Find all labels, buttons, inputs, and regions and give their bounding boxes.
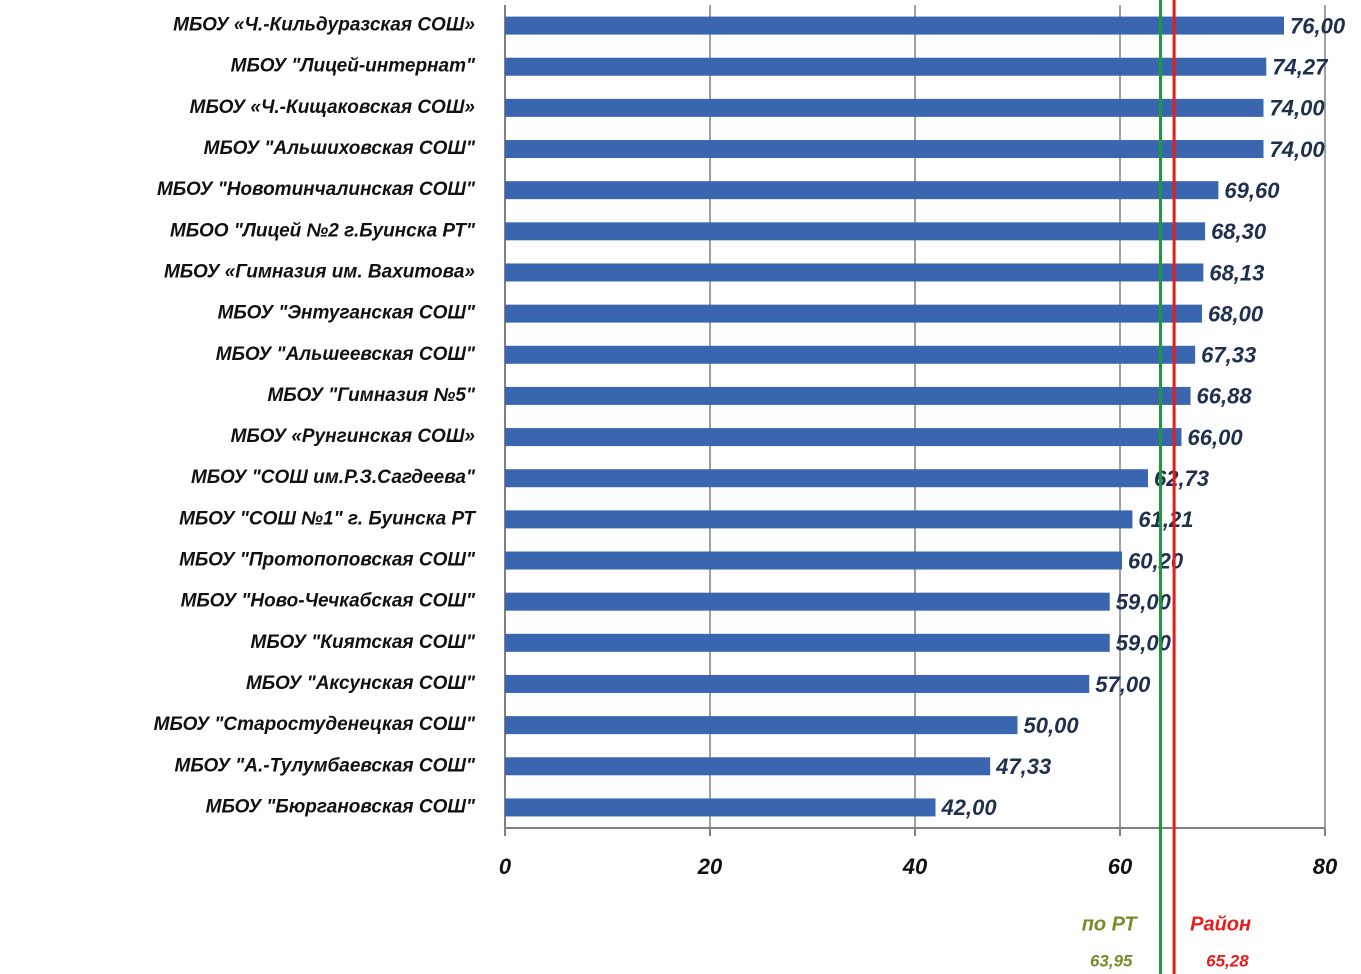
y-tick-label: МБОУ «Ч.-Кищаковская СОШ» xyxy=(190,97,475,118)
value-label: 74,00 xyxy=(1270,96,1326,121)
bar xyxy=(505,592,1110,611)
value-label: 66,88 xyxy=(1197,384,1253,409)
bar xyxy=(505,98,1264,117)
bar xyxy=(505,140,1264,159)
bar xyxy=(505,716,1018,735)
bar xyxy=(505,428,1182,447)
value-label: 76,00 xyxy=(1290,13,1346,38)
y-tick-label: МБОУ "СОШ №1" г. Буинска РТ xyxy=(179,508,476,529)
value-label: 74,27 xyxy=(1272,55,1329,80)
y-tick-label: МБОУ "Аксунская СОШ" xyxy=(246,673,476,694)
x-tick-label: 40 xyxy=(902,854,928,879)
y-tick-label: МБОУ "Новотинчалинская СОШ" xyxy=(157,179,476,200)
x-tick-label: 60 xyxy=(1108,854,1133,879)
value-label: 62,73 xyxy=(1154,466,1209,491)
y-tick-label: МБОУ "Альшеевская СОШ" xyxy=(216,344,476,365)
bar xyxy=(505,345,1196,364)
reference-name: по РТ xyxy=(1082,913,1139,935)
bar xyxy=(505,263,1204,282)
value-label: 57,00 xyxy=(1095,672,1151,697)
y-tick-label: МБОУ «Ч.-Кильдуразская СОШ» xyxy=(173,15,475,36)
value-label: 59,00 xyxy=(1116,589,1172,614)
value-label: 67,33 xyxy=(1201,343,1256,368)
bar xyxy=(505,757,991,776)
reference-value: 63,95 xyxy=(1090,951,1133,970)
y-tick-label: МБОО "Лицей №2 г.Буинска РТ" xyxy=(170,220,476,241)
y-tick-label: МБОУ "Протопоповская СОШ" xyxy=(179,550,476,571)
y-tick-label: МБОУ "Энтуганская СОШ" xyxy=(218,303,476,324)
y-tick-label: МБОУ "СОШ им.Р.З.Сагдеева" xyxy=(191,467,476,488)
x-tick-label: 80 xyxy=(1313,854,1338,879)
y-tick-label: МБОУ «Гимназия им. Вахитова» xyxy=(164,261,475,282)
reference-value: 65,28 xyxy=(1206,951,1249,970)
value-label: 66,00 xyxy=(1188,425,1244,450)
value-label: 59,00 xyxy=(1116,631,1172,656)
value-label: 68,13 xyxy=(1209,260,1264,285)
bar xyxy=(505,57,1267,76)
bar xyxy=(505,674,1090,693)
bar xyxy=(505,510,1133,529)
bar xyxy=(505,386,1191,405)
bar xyxy=(505,633,1110,652)
value-label: 42,00 xyxy=(941,795,998,820)
value-label: 69,60 xyxy=(1224,178,1280,203)
y-tick-label: МБОУ "Гимназия №5" xyxy=(267,385,476,406)
bar xyxy=(505,469,1148,488)
y-tick-label: МБОУ "Лицей-интернат" xyxy=(231,56,476,77)
y-tick-label: МБОУ "Альшиховская СОШ" xyxy=(204,138,476,159)
value-label: 68,00 xyxy=(1208,301,1264,326)
bar xyxy=(505,16,1284,35)
bar xyxy=(505,181,1219,200)
bar xyxy=(505,222,1206,241)
x-tick-label: 20 xyxy=(697,854,723,879)
value-label: 68,30 xyxy=(1211,219,1267,244)
reference-name: Район xyxy=(1190,913,1251,935)
y-tick-label: МБОУ "Ново-Чечкабская СОШ" xyxy=(181,591,476,612)
y-tick-label: МБОУ "Бюргановская СОШ" xyxy=(206,796,476,817)
y-tick-label: МБОУ "Киятская СОШ" xyxy=(251,632,476,653)
bar xyxy=(505,798,936,817)
y-tick-label: МБОУ «Рунгинская СОШ» xyxy=(231,426,475,447)
value-label: 50,00 xyxy=(1024,713,1080,738)
x-tick-label: 0 xyxy=(499,854,512,879)
bar xyxy=(505,304,1202,323)
y-tick-label: МБОУ "Старостуденецкая СОШ" xyxy=(154,714,476,735)
value-label: 74,00 xyxy=(1270,137,1326,162)
y-tick-label: МБОУ "А.-Тулумбаевская СОШ" xyxy=(175,755,476,776)
value-label: 61,21 xyxy=(1138,507,1193,532)
value-label: 47,33 xyxy=(995,754,1051,779)
bar xyxy=(505,551,1123,570)
